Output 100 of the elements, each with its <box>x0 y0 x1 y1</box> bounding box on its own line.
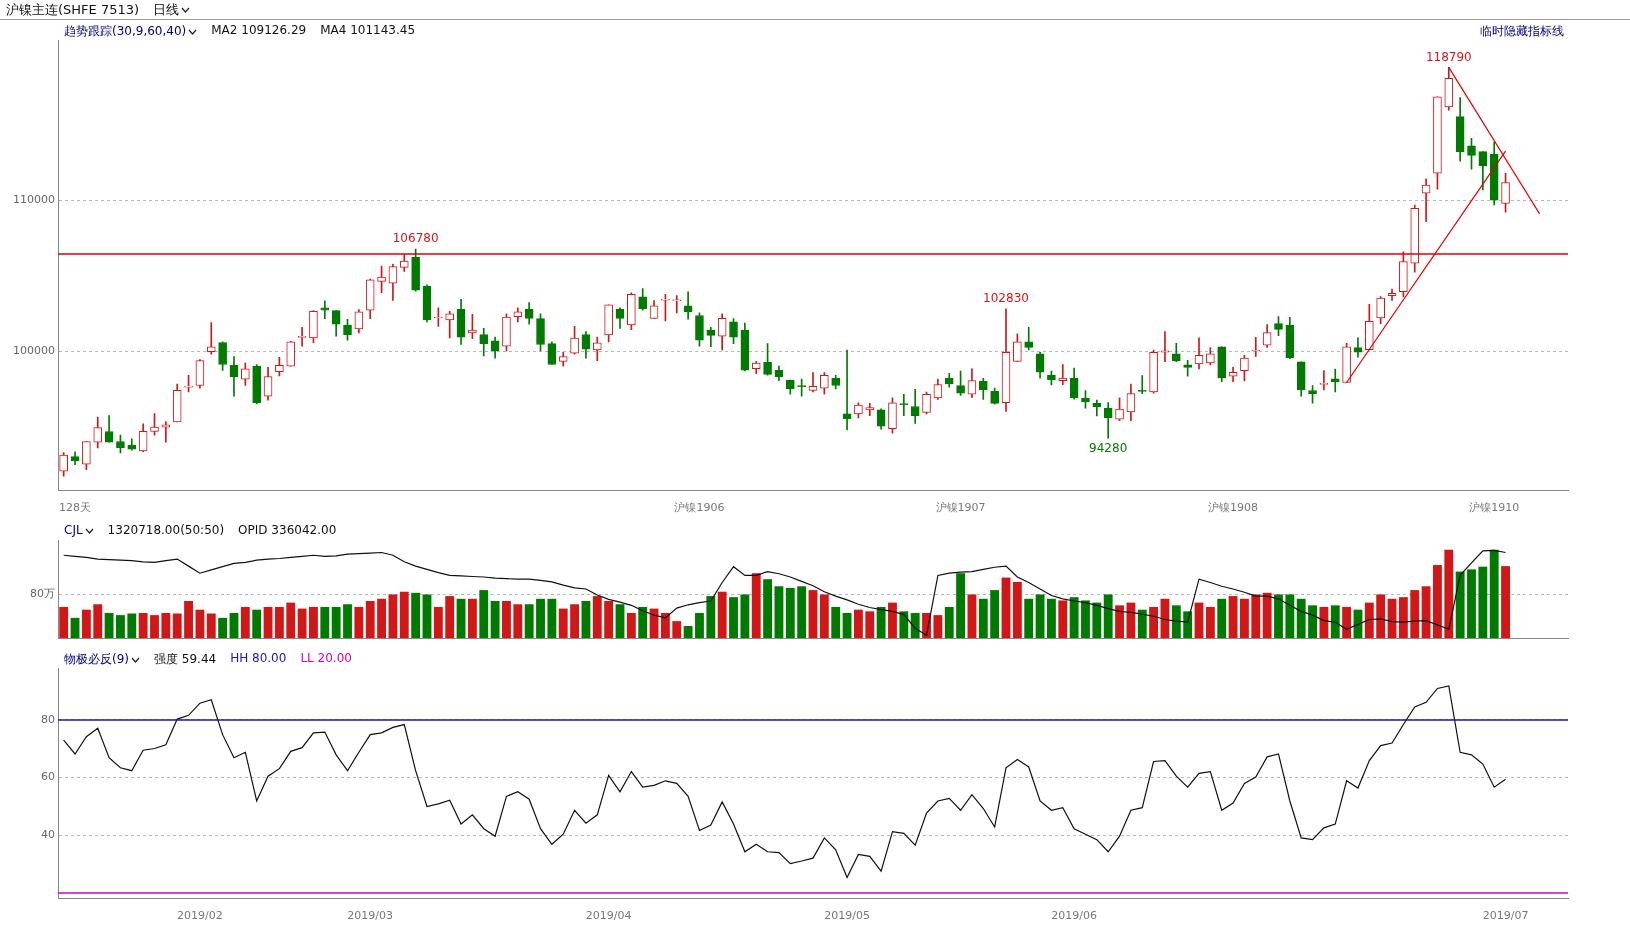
bar <box>751 573 761 638</box>
bar <box>1126 602 1136 638</box>
candlestick <box>320 300 330 319</box>
bar <box>1092 602 1102 638</box>
text: 强度 59.44 <box>154 651 217 668</box>
bar <box>933 615 943 638</box>
bar <box>433 606 443 638</box>
bar <box>1330 605 1340 638</box>
bar <box>252 609 262 638</box>
bar <box>876 606 886 638</box>
bar <box>1103 594 1113 638</box>
y-tick-label: 80万 <box>30 587 55 601</box>
bar <box>411 592 421 638</box>
bar <box>1364 602 1374 638</box>
x-tick-label: 128天 <box>59 501 92 515</box>
chart-title: 沪镍主连(SHFE 7513) <box>6 0 140 19</box>
bar <box>1467 569 1476 638</box>
x-tick-label: 2019/02 <box>177 909 223 923</box>
bar <box>479 590 489 638</box>
bar <box>104 612 114 638</box>
bar <box>1205 606 1215 638</box>
series-label: OPID 336042.00 <box>238 523 337 537</box>
x-tick-label: 2019/04 <box>585 909 632 923</box>
text: 物极必反(9) <box>64 652 129 666</box>
x-tick-label: 沪镍1907 <box>935 501 986 515</box>
bar <box>1398 597 1408 638</box>
bar <box>1342 606 1352 638</box>
chart-subtitle: 日线 <box>153 1 180 17</box>
bar <box>240 606 250 638</box>
bar <box>547 598 557 638</box>
text: 趋势跟踪(30,9,60,40) <box>64 24 187 38</box>
y-tick-label: 100000 <box>13 344 55 358</box>
bar <box>331 606 341 638</box>
y-tick-label: 110000 <box>13 193 55 207</box>
candlestick <box>1330 368 1340 393</box>
bar <box>1489 549 1499 638</box>
bar <box>93 604 103 638</box>
bar <box>990 590 1000 638</box>
bar <box>309 606 318 638</box>
bar <box>1012 581 1022 638</box>
bar <box>695 612 704 638</box>
bar <box>195 609 205 638</box>
bar <box>1046 598 1056 638</box>
bar <box>513 604 523 638</box>
x-tick-label: 2019/03 <box>347 909 394 923</box>
bar <box>1308 605 1317 638</box>
candlestick <box>672 295 682 314</box>
bar <box>967 594 977 638</box>
bar <box>581 600 591 638</box>
bar <box>490 600 500 638</box>
ref-line-label: LL 20.00 <box>300 651 352 667</box>
bar <box>785 587 795 638</box>
x-tick-label: 沪镍1906 <box>674 501 725 515</box>
bar <box>774 586 784 638</box>
bar <box>502 600 511 638</box>
bar <box>467 598 477 638</box>
text: 106780 <box>392 231 439 246</box>
bar <box>1115 605 1124 638</box>
bar <box>70 617 80 638</box>
bar <box>978 598 988 638</box>
bar <box>1058 600 1068 638</box>
bar <box>1137 609 1147 638</box>
bar <box>1240 598 1249 638</box>
text: 1320718.00(50:50) <box>107 523 225 537</box>
bar <box>1149 606 1159 638</box>
bar <box>1001 577 1011 638</box>
bar <box>570 604 580 638</box>
y-tick-label: 40 <box>41 828 55 842</box>
bar <box>1433 565 1442 638</box>
bar <box>808 590 818 638</box>
bar <box>1069 597 1079 638</box>
bar <box>524 604 534 638</box>
bar <box>81 609 91 638</box>
bar <box>956 573 966 638</box>
y-tick-label: 60 <box>41 770 55 784</box>
y-tick-label: 80 <box>41 712 55 726</box>
bar <box>536 598 545 638</box>
bar <box>831 606 841 638</box>
bar <box>206 613 216 638</box>
text: 118790 <box>1425 49 1472 64</box>
bar <box>297 608 307 638</box>
bar <box>888 602 897 638</box>
text: 临时隐藏指标线 <box>1480 23 1564 40</box>
bar <box>1251 594 1261 638</box>
bar <box>1319 606 1329 638</box>
bar <box>229 612 239 638</box>
bar <box>1081 600 1090 638</box>
bar <box>184 600 193 638</box>
candlestick <box>865 403 875 416</box>
candlestick <box>1160 331 1170 363</box>
bar <box>354 606 364 638</box>
bar <box>445 596 455 638</box>
bar <box>717 591 727 638</box>
bar <box>150 615 159 638</box>
text: 94280 <box>1089 441 1128 456</box>
bar <box>59 606 69 638</box>
bar <box>819 594 829 638</box>
bar <box>1410 590 1420 638</box>
bar <box>672 621 682 638</box>
bar <box>1035 594 1045 638</box>
